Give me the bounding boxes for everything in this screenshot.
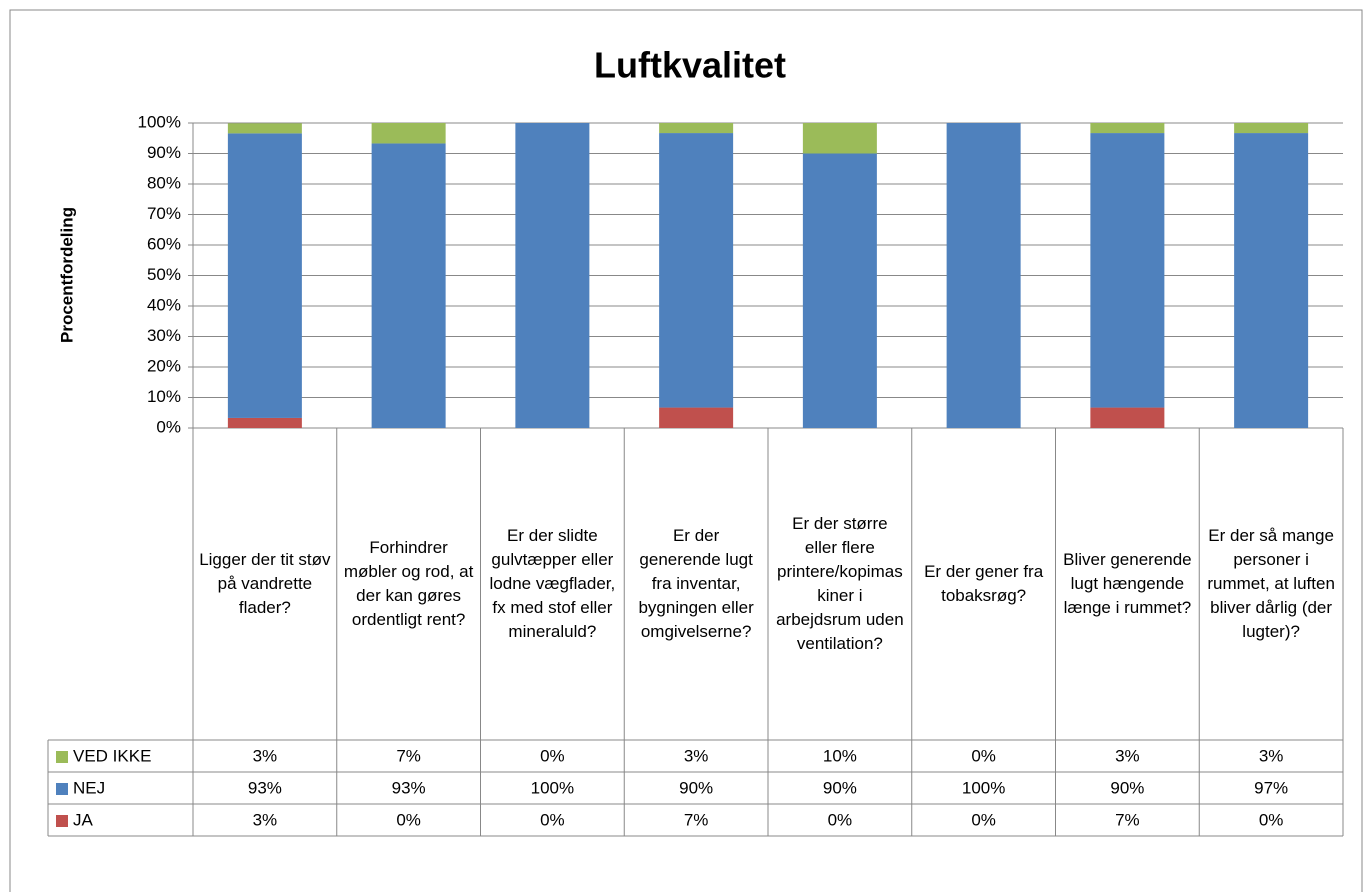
bar-segment — [515, 123, 590, 428]
y-tick-label: 60% — [147, 234, 181, 253]
chart-title: Luftkvalitet — [594, 45, 786, 86]
table-value: 0% — [1259, 810, 1284, 829]
table-value: 3% — [684, 746, 709, 765]
table-value: 97% — [1254, 778, 1288, 797]
table-value: 7% — [684, 810, 709, 829]
legend-label: JA — [73, 810, 94, 829]
category-label: Er der større eller flere printere/kopim… — [776, 514, 904, 653]
legend-label: VED IKKE — [73, 746, 151, 765]
bar-segment — [659, 407, 734, 428]
bar-segment — [1090, 123, 1165, 134]
category-label: Er der generende lugt fra inventar, bygn… — [638, 526, 754, 641]
bar-segment — [802, 153, 877, 428]
chart-border — [9, 9, 1363, 892]
y-tick-label: 10% — [147, 387, 181, 406]
table-value: 10% — [823, 746, 857, 765]
bar-segment — [1234, 133, 1309, 428]
category-label: Forhindrer møbler og rod, at der kan gør… — [343, 538, 474, 629]
legend-swatch — [56, 815, 68, 827]
table-value: 7% — [1115, 810, 1140, 829]
table-value: 90% — [823, 778, 857, 797]
y-tick-label: 20% — [147, 356, 181, 375]
table-value: 0% — [971, 810, 996, 829]
table-value: 0% — [540, 746, 565, 765]
y-axis-label: Procentfordeling — [57, 207, 76, 343]
bar-segment — [371, 143, 446, 428]
category-label: Er der så mange personer i rummet, at lu… — [1207, 526, 1335, 641]
bar-segment — [227, 123, 302, 134]
bar-segment — [227, 133, 302, 418]
table-value: 93% — [248, 778, 282, 797]
bar-segment — [1234, 123, 1309, 134]
table-value: 3% — [253, 810, 278, 829]
table-value: 7% — [396, 746, 421, 765]
table-value: 3% — [253, 746, 278, 765]
y-tick-label: 0% — [156, 417, 181, 436]
y-tick-label: 70% — [147, 204, 181, 223]
legend-label: NEJ — [73, 778, 105, 797]
legend-swatch — [56, 783, 68, 795]
table-value: 93% — [392, 778, 426, 797]
bar-segment — [1090, 133, 1165, 408]
bar-segment — [802, 123, 877, 154]
table-value: 100% — [962, 778, 1005, 797]
y-tick-label: 50% — [147, 265, 181, 284]
bar-segment — [227, 417, 302, 428]
category-label: Ligger der tit støv på vandrette flader? — [199, 550, 331, 617]
y-tick-label: 100% — [138, 112, 181, 131]
y-tick-label: 80% — [147, 173, 181, 192]
bar-segment — [946, 123, 1021, 428]
category-label: Er der slidte gulvtæpper eller lodne væg… — [489, 526, 616, 641]
table-value: 0% — [540, 810, 565, 829]
bar-segment — [659, 123, 734, 134]
category-label: Bliver generende lugt hængende længe i r… — [1063, 550, 1192, 617]
table-value: 90% — [679, 778, 713, 797]
bar-segment — [1090, 407, 1165, 428]
table-value: 100% — [531, 778, 574, 797]
table-value: 0% — [396, 810, 421, 829]
table-value: 3% — [1259, 746, 1284, 765]
y-tick-label: 90% — [147, 143, 181, 162]
table-value: 3% — [1115, 746, 1140, 765]
table-value: 90% — [1110, 778, 1144, 797]
table-value: 0% — [971, 746, 996, 765]
legend-swatch — [56, 751, 68, 763]
table-value: 0% — [828, 810, 853, 829]
y-tick-label: 30% — [147, 326, 181, 345]
bar-segment — [659, 133, 734, 408]
category-label: Er der gener fra tobaksrøg? — [924, 562, 1044, 605]
bar-segment — [371, 123, 446, 144]
y-tick-label: 40% — [147, 295, 181, 314]
